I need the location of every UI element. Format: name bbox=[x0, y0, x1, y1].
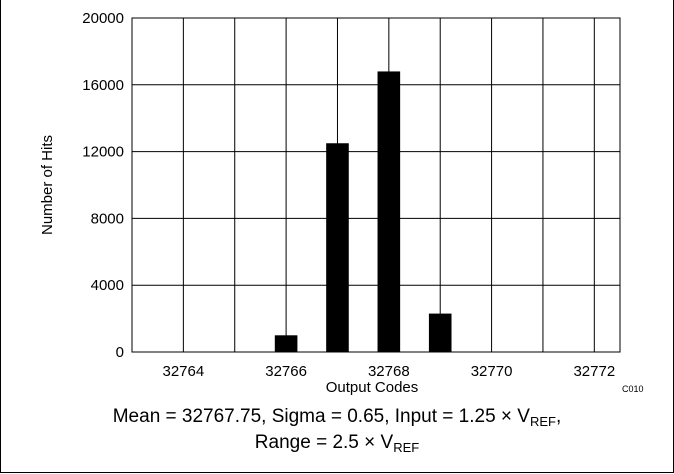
x-tick-32764: 32764 bbox=[163, 363, 205, 380]
y-tick-labels: 0 4000 8000 12000 16000 20000 bbox=[82, 10, 124, 361]
figure-code: C010 bbox=[622, 384, 644, 394]
x-tick-32770: 32770 bbox=[471, 363, 513, 380]
y-tick-4000: 4000 bbox=[91, 277, 124, 294]
y-tick-0: 0 bbox=[116, 344, 124, 361]
x-tick-32772: 32772 bbox=[573, 363, 615, 380]
caption-line-2: Range = 2.5 × VREF bbox=[0, 432, 674, 455]
y-tick-8000: 8000 bbox=[91, 210, 124, 227]
x-tick-labels: 32764 32766 32768 32770 32772 bbox=[163, 363, 616, 380]
grid-lines bbox=[131, 17, 620, 353]
histogram-chart: 0 4000 8000 12000 16000 20000 32764 32766 32768… bbox=[39, 10, 621, 396]
caption-line-2-text: Range = 2.5 × V bbox=[254, 432, 394, 453]
plot-border bbox=[131, 17, 621, 353]
caption-line-2-subscript: REF bbox=[393, 440, 420, 455]
bar-32766 bbox=[274, 335, 298, 352]
bar-32767 bbox=[326, 143, 349, 352]
y-tick-20000: 20000 bbox=[82, 10, 124, 27]
caption-line-1-end: , bbox=[555, 406, 562, 427]
x-tick-32768: 32768 bbox=[368, 363, 410, 380]
bar-32769 bbox=[428, 313, 452, 352]
caption-line-1-text: Mean = 32767.75, Sigma = 0.65, Input = 1… bbox=[112, 406, 530, 427]
bars bbox=[274, 71, 452, 352]
x-tick-32766: 32766 bbox=[265, 363, 307, 380]
y-tick-16000: 16000 bbox=[82, 77, 124, 94]
x-axis-label: Output Codes bbox=[326, 379, 419, 396]
y-axis-label: Number of Hits bbox=[39, 135, 56, 235]
caption-line-1: Mean = 32767.75, Sigma = 0.65, Input = 1… bbox=[0, 406, 674, 429]
y-tick-12000: 12000 bbox=[82, 144, 124, 161]
bar-32768 bbox=[377, 71, 401, 352]
caption-line-1-subscript: REF bbox=[529, 414, 556, 429]
